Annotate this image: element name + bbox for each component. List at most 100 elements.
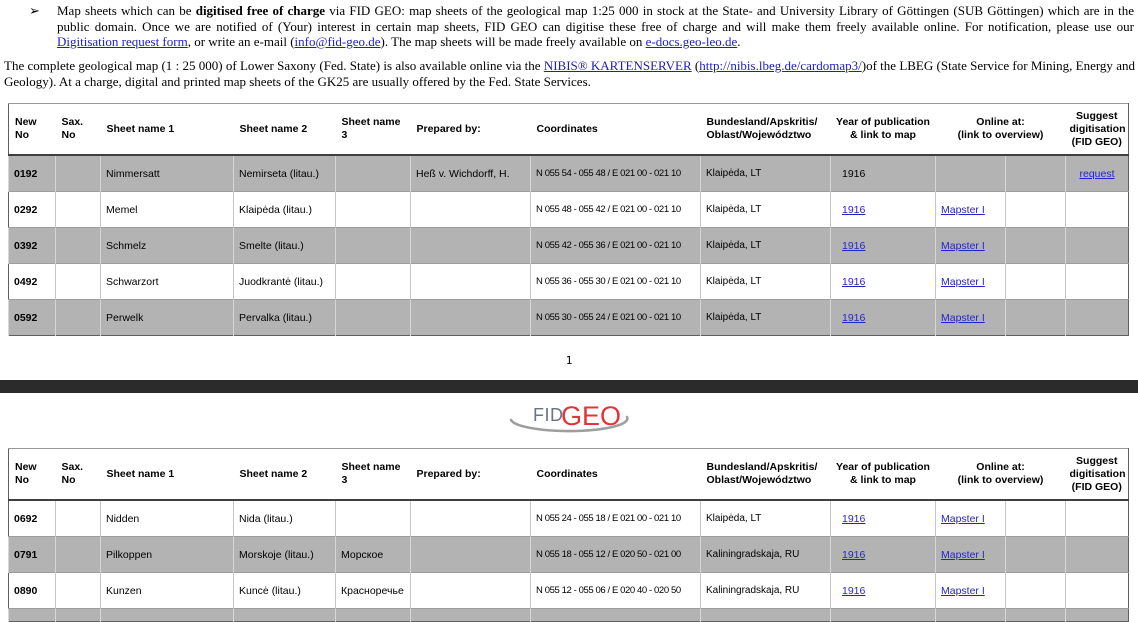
cell-new_no: 0692 <box>8 499 56 537</box>
table-row: 0592 Perwelk Pervalka (litau.) N 055 30 - 0… <box>8 299 1129 336</box>
logo-geo-text: GEO <box>561 401 621 431</box>
year-link[interactable]: 1916 <box>842 203 866 216</box>
cell-name3 <box>335 191 411 228</box>
cell-year: 1916 <box>830 154 936 192</box>
table-row: 0791 Pilkoppen Morskoje (litau.) Морское N 0… <box>8 536 1129 573</box>
cell-region: Klaipėda, LT <box>700 299 831 336</box>
cell-region: Kaliningradskaja, RU <box>700 536 831 573</box>
cell-region: Klaipėda, LT <box>700 227 831 264</box>
online-link[interactable]: Mapster I <box>941 584 985 597</box>
cell-coordinates: N 055 36 - 055 30 / E 021 00 - 021 10 <box>530 263 701 300</box>
cell-new_no: 0791 <box>8 536 56 573</box>
cell-coordinates: N 055 48 - 055 42 / E 021 00 - 021 10 <box>530 191 701 228</box>
cell-name3: Морское <box>335 536 411 573</box>
year-link[interactable]: 1916 <box>842 584 866 597</box>
cell-coordinates: N 055 54 - 055 48 / E 021 00 - 021 10 <box>530 154 701 192</box>
year-link[interactable]: 1916 <box>842 548 866 561</box>
cell-new_no: 0890 <box>8 572 56 609</box>
intro-text: ). The map sheets will be made freely av… <box>380 34 646 49</box>
nibis-kartenserver-link[interactable]: NIBIS® KARTENSERVER <box>543 58 692 73</box>
table-header-row: New No Sax. No Sheet name 1 Sheet name 2 She… <box>8 103 1129 156</box>
cell-prepared_by <box>410 572 531 609</box>
cell-spacer <box>1005 191 1066 228</box>
cell-name1: Pilkoppen <box>100 536 234 573</box>
cell-empty <box>410 608 531 622</box>
cell-region: Klaipėda, LT <box>700 263 831 300</box>
online-link[interactable]: Mapster I <box>941 275 985 288</box>
column-header-new_no: New No <box>8 448 56 501</box>
cell-prepared_by <box>410 263 531 300</box>
table-row: 0890 Kunzen Kuncė (litau.) Красноречье N 055… <box>8 572 1129 609</box>
cell-empty <box>335 608 411 622</box>
table-row: 0492 Schwarzort Juodkrantė (litau.) N 055 3… <box>8 263 1129 300</box>
cell-year: 1916 <box>830 227 936 264</box>
nibis-url-link[interactable]: http://nibis.lbeg.de/cardomap3/ <box>699 58 862 73</box>
cell-sax_no <box>55 154 101 192</box>
cell-coordinates: N 055 30 - 055 24 / E 021 00 - 021 10 <box>530 299 701 336</box>
online-link[interactable]: Mapster I <box>941 203 985 216</box>
online-link[interactable]: Mapster I <box>941 311 985 324</box>
cell-prepared_by <box>410 536 531 573</box>
email-link[interactable]: info@fid-geo.de <box>294 34 381 49</box>
online-link[interactable]: Mapster I <box>941 239 985 252</box>
cell-name2: Smelte (litau.) <box>233 227 336 264</box>
column-header-coordinates: Coordinates <box>530 448 701 501</box>
cell-empty <box>1065 608 1129 622</box>
cell-online <box>935 154 1006 192</box>
year-link[interactable]: 1916 <box>842 239 866 252</box>
column-header-new_no: New No <box>8 103 56 156</box>
cell-sax_no <box>55 263 101 300</box>
cell-spacer <box>1005 299 1066 336</box>
cell-online: Mapster I <box>935 499 1006 537</box>
cell-year: 1916 <box>830 299 936 336</box>
cell-suggest <box>1065 572 1129 609</box>
cell-suggest <box>1065 499 1129 537</box>
cell-online: Mapster I <box>935 263 1006 300</box>
column-header-prepared_by: Prepared by: <box>410 448 531 501</box>
cell-suggest <box>1065 299 1129 336</box>
year-link[interactable]: 1916 <box>842 512 866 525</box>
map-sheet-table-2: New No Sax. No Sheet name 1 Sheet name 2 She… <box>8 448 1129 622</box>
column-header-name3: Sheet name 3 <box>335 103 411 156</box>
table-row: 0392 Schmelz Smelte (litau.) N 055 42 - 055… <box>8 227 1129 264</box>
logo-ellipse-swoosh <box>509 415 629 433</box>
cell-spacer <box>1005 572 1066 609</box>
cell-name2: Nida (litau.) <box>233 499 336 537</box>
intro-text: . <box>737 34 741 49</box>
cell-new_no: 0492 <box>8 263 56 300</box>
suggest-link[interactable]: request <box>1079 167 1115 180</box>
year-link[interactable]: 1916 <box>842 275 866 288</box>
column-header-name2: Sheet name 2 <box>233 448 336 501</box>
year-link[interactable]: 1916 <box>842 311 866 324</box>
online-link[interactable]: Mapster I <box>941 512 985 525</box>
cell-year: 1916 <box>830 499 936 537</box>
intro-text: Map sheets which can be <box>57 3 196 18</box>
column-header-prepared_by: Prepared by: <box>410 103 531 156</box>
cell-coordinates: N 055 24 - 055 18 / E 021 00 - 021 10 <box>530 499 701 537</box>
online-link[interactable]: Mapster I <box>941 548 985 561</box>
cell-suggest: request <box>1065 154 1129 192</box>
cell-coordinates: N 055 12 - 055 06 / E 020 40 - 020 50 <box>530 572 701 609</box>
column-header-sax_no: Sax. No <box>55 448 101 501</box>
digitisation-request-form-link[interactable]: Digitisation request form <box>57 34 188 49</box>
cell-name1: Kunzen <box>100 572 234 609</box>
table-row-partial <box>8 608 1129 622</box>
table-header-row: New No Sax. No Sheet name 1 Sheet name 2 She… <box>8 448 1129 501</box>
cell-name2: Morskoje (litau.) <box>233 536 336 573</box>
cell-name2: Kuncė (litau.) <box>233 572 336 609</box>
intro-text: ( <box>691 58 700 73</box>
cell-empty <box>100 608 234 622</box>
column-header-name1: Sheet name 1 <box>100 448 234 501</box>
edocs-link[interactable]: e-docs.geo-leo.de <box>645 34 738 49</box>
table-row: 0692 Nidden Nida (litau.) N 055 24 - 055 18… <box>8 499 1129 537</box>
cell-new_no: 0592 <box>8 299 56 336</box>
cell-name3 <box>335 499 411 537</box>
map-sheet-table-1: New No Sax. No Sheet name 1 Sheet name 2 She… <box>8 103 1129 336</box>
column-header-year: Year of publication & link to map <box>830 103 936 156</box>
column-header-region: Bundesland/Apskritis/ Oblast/Województwo <box>700 103 831 156</box>
cell-empty <box>1005 608 1066 622</box>
cell-name2: Pervalka (litau.) <box>233 299 336 336</box>
cell-new_no: 0292 <box>8 191 56 228</box>
cell-name3 <box>335 154 411 192</box>
cell-name2: Klaipėda (litau.) <box>233 191 336 228</box>
